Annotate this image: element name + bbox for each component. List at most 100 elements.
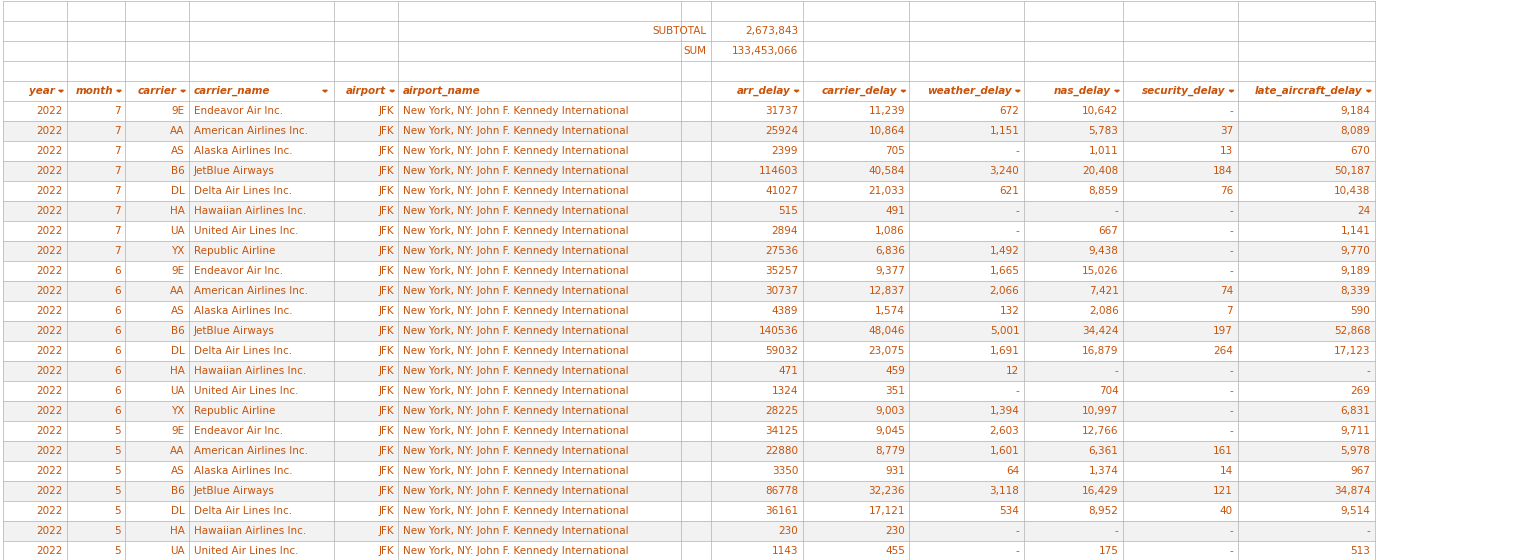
Text: 9,045: 9,045 bbox=[876, 426, 905, 436]
Text: New York, NY: John F. Kennedy International: New York, NY: John F. Kennedy Internatio… bbox=[403, 406, 629, 416]
Bar bbox=[3, 521, 1375, 541]
Polygon shape bbox=[324, 90, 327, 92]
Bar bbox=[3, 121, 1375, 141]
Text: Republic Airline: Republic Airline bbox=[194, 406, 275, 416]
Text: JFK: JFK bbox=[378, 466, 394, 476]
Text: 121: 121 bbox=[1213, 486, 1233, 496]
Text: 10,864: 10,864 bbox=[868, 126, 905, 136]
Text: -: - bbox=[1230, 246, 1233, 256]
Bar bbox=[3, 321, 1375, 341]
Text: New York, NY: John F. Kennedy International: New York, NY: John F. Kennedy Internatio… bbox=[403, 526, 629, 536]
Text: 114603: 114603 bbox=[758, 166, 798, 176]
Text: 10,438: 10,438 bbox=[1334, 186, 1370, 196]
Text: 41027: 41027 bbox=[765, 186, 798, 196]
Text: 5,978: 5,978 bbox=[1340, 446, 1370, 456]
Text: 1,374: 1,374 bbox=[1088, 466, 1119, 476]
Text: 7: 7 bbox=[114, 166, 121, 176]
Text: Delta Air Lines Inc.: Delta Air Lines Inc. bbox=[194, 346, 291, 356]
Text: 50,187: 50,187 bbox=[1334, 166, 1370, 176]
Text: 667: 667 bbox=[1099, 226, 1119, 236]
Text: 1,151: 1,151 bbox=[989, 126, 1019, 136]
Text: JFK: JFK bbox=[378, 426, 394, 436]
Text: JFK: JFK bbox=[378, 486, 394, 496]
Text: 140536: 140536 bbox=[758, 326, 798, 336]
Text: New York, NY: John F. Kennedy International: New York, NY: John F. Kennedy Internatio… bbox=[403, 386, 629, 396]
Text: 40: 40 bbox=[1219, 506, 1233, 516]
Text: -: - bbox=[1230, 426, 1233, 436]
Text: 3350: 3350 bbox=[772, 466, 798, 476]
Text: 9,377: 9,377 bbox=[874, 266, 905, 276]
Text: 30737: 30737 bbox=[765, 286, 798, 296]
Text: 5: 5 bbox=[114, 446, 121, 456]
Text: JFK: JFK bbox=[378, 386, 394, 396]
Text: JFK: JFK bbox=[378, 546, 394, 556]
Text: 12: 12 bbox=[1006, 366, 1019, 376]
Text: UA: UA bbox=[169, 546, 185, 556]
Text: 6,831: 6,831 bbox=[1340, 406, 1370, 416]
Text: 32,236: 32,236 bbox=[868, 486, 905, 496]
Text: JetBlue Airways: JetBlue Airways bbox=[194, 166, 275, 176]
Text: 269: 269 bbox=[1351, 386, 1370, 396]
Text: 5,783: 5,783 bbox=[1088, 126, 1119, 136]
Text: 21,033: 21,033 bbox=[868, 186, 905, 196]
Text: 491: 491 bbox=[885, 206, 905, 216]
Text: security_delay: security_delay bbox=[1141, 86, 1225, 96]
Text: carrier_delay: carrier_delay bbox=[823, 86, 897, 96]
Bar bbox=[3, 501, 1375, 521]
Text: United Air Lines Inc.: United Air Lines Inc. bbox=[194, 226, 298, 236]
Text: 2022: 2022 bbox=[37, 186, 63, 196]
Text: 9E: 9E bbox=[171, 426, 185, 436]
Text: 14: 14 bbox=[1219, 466, 1233, 476]
Text: JetBlue Airways: JetBlue Airways bbox=[194, 326, 275, 336]
Text: New York, NY: John F. Kennedy International: New York, NY: John F. Kennedy Internatio… bbox=[403, 226, 629, 236]
Text: New York, NY: John F. Kennedy International: New York, NY: John F. Kennedy Internatio… bbox=[403, 366, 629, 376]
Text: 7: 7 bbox=[114, 246, 121, 256]
Text: New York, NY: John F. Kennedy International: New York, NY: John F. Kennedy Internatio… bbox=[403, 166, 629, 176]
Text: 1324: 1324 bbox=[772, 386, 798, 396]
Text: weather_delay: weather_delay bbox=[928, 86, 1012, 96]
Text: 1143: 1143 bbox=[772, 546, 798, 556]
Text: 9E: 9E bbox=[171, 266, 185, 276]
Text: 2022: 2022 bbox=[37, 266, 63, 276]
Text: 2022: 2022 bbox=[37, 526, 63, 536]
Text: -: - bbox=[1230, 526, 1233, 536]
Text: 672: 672 bbox=[1000, 106, 1019, 116]
Text: Delta Air Lines Inc.: Delta Air Lines Inc. bbox=[194, 506, 291, 516]
Text: 15,026: 15,026 bbox=[1082, 266, 1119, 276]
Text: 7: 7 bbox=[114, 186, 121, 196]
Polygon shape bbox=[1230, 90, 1233, 92]
Text: 2022: 2022 bbox=[37, 146, 63, 156]
Text: -: - bbox=[1230, 206, 1233, 216]
Text: 1,394: 1,394 bbox=[989, 406, 1019, 416]
Text: 351: 351 bbox=[885, 386, 905, 396]
Text: JFK: JFK bbox=[378, 206, 394, 216]
Text: -: - bbox=[1230, 386, 1233, 396]
Text: -: - bbox=[1016, 546, 1019, 556]
Text: 3,118: 3,118 bbox=[989, 486, 1019, 496]
Bar bbox=[3, 141, 1375, 161]
Bar bbox=[3, 241, 1375, 261]
Text: YX: YX bbox=[171, 406, 185, 416]
Polygon shape bbox=[795, 90, 800, 92]
Text: Republic Airline: Republic Airline bbox=[194, 246, 275, 256]
Text: 590: 590 bbox=[1351, 306, 1370, 316]
Text: AS: AS bbox=[171, 466, 185, 476]
Text: New York, NY: John F. Kennedy International: New York, NY: John F. Kennedy Internatio… bbox=[403, 506, 629, 516]
Text: AS: AS bbox=[171, 146, 185, 156]
Text: American Airlines Inc.: American Airlines Inc. bbox=[194, 286, 308, 296]
Polygon shape bbox=[391, 90, 394, 92]
Text: JFK: JFK bbox=[378, 346, 394, 356]
Text: 1,691: 1,691 bbox=[989, 346, 1019, 356]
Text: 455: 455 bbox=[885, 546, 905, 556]
Text: DL: DL bbox=[171, 186, 185, 196]
Text: New York, NY: John F. Kennedy International: New York, NY: John F. Kennedy Internatio… bbox=[403, 146, 629, 156]
Text: 2022: 2022 bbox=[37, 406, 63, 416]
Text: 5: 5 bbox=[114, 466, 121, 476]
Text: 6: 6 bbox=[114, 266, 121, 276]
Text: 2,673,843: 2,673,843 bbox=[745, 26, 798, 36]
Text: -: - bbox=[1116, 366, 1119, 376]
Text: 12,766: 12,766 bbox=[1082, 426, 1119, 436]
Text: New York, NY: John F. Kennedy International: New York, NY: John F. Kennedy Internatio… bbox=[403, 206, 629, 216]
Text: AS: AS bbox=[171, 306, 185, 316]
Text: month: month bbox=[75, 86, 113, 96]
